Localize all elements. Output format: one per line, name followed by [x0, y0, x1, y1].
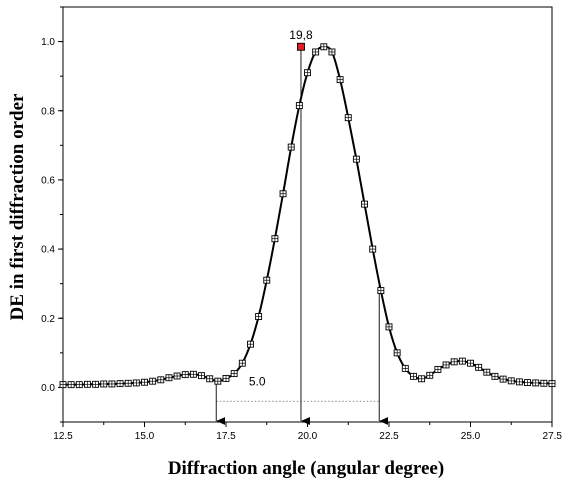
x-tick-label: 12.5	[53, 431, 73, 442]
data-point	[279, 190, 287, 198]
data-point	[361, 200, 368, 208]
data-point	[230, 370, 238, 378]
data-point	[222, 374, 230, 382]
data-point	[287, 143, 295, 151]
data-point	[206, 375, 214, 383]
data-point	[132, 379, 140, 387]
data-point	[328, 48, 336, 56]
x-tick-label: 22.5	[379, 431, 399, 442]
series-layer	[63, 45, 553, 386]
data-point	[507, 377, 515, 385]
data-point	[369, 245, 377, 253]
y-axis-ticks: 0.0 0.2 0.4 0.6 0.8 1.0	[41, 6, 63, 423]
data-point	[344, 114, 352, 122]
y-tick-label: 0.8	[41, 106, 55, 117]
data-point	[141, 378, 148, 386]
data-point	[385, 323, 393, 331]
data-point	[181, 371, 189, 379]
data-point	[75, 381, 83, 389]
data-point	[491, 372, 499, 380]
data-point	[532, 379, 540, 387]
data-point	[198, 372, 206, 380]
x-tick-label: 15.0	[135, 431, 155, 442]
annotations	[215, 46, 389, 425]
x-axis-ticks: 12.5 15.0 17.5 20.0 22.5 25.0 27.5	[53, 422, 562, 442]
data-point	[401, 364, 409, 372]
data-point	[548, 380, 556, 388]
y-tick-label: 1.0	[41, 37, 55, 48]
x-tick-label: 27.5	[543, 431, 563, 442]
plot-frame	[62, 6, 553, 423]
data-point	[214, 377, 222, 385]
data-point	[124, 379, 132, 387]
peak-label: 19,8	[289, 28, 313, 42]
data-point	[515, 378, 523, 386]
data-point	[100, 380, 108, 388]
x-tick-label: 25.0	[461, 431, 481, 442]
y-tick-label: 0.4	[41, 245, 55, 256]
data-point	[410, 372, 417, 380]
data-point	[255, 313, 263, 320]
y-tick-label: 0.2	[41, 314, 55, 325]
x-tick-label: 20.0	[298, 431, 318, 442]
data-point	[59, 381, 67, 389]
data-point	[499, 375, 507, 383]
data-point	[108, 380, 116, 388]
data-point	[92, 380, 100, 388]
data-point	[67, 381, 75, 389]
data-point	[320, 43, 328, 51]
y-tick-label: 0.0	[41, 383, 55, 394]
data-point	[189, 370, 197, 378]
y-tick-label: 0.6	[41, 175, 55, 186]
x-tick-label: 17.5	[216, 431, 236, 442]
data-point	[271, 235, 279, 243]
peak-point	[297, 42, 305, 51]
data-point	[246, 340, 254, 348]
data-point	[116, 380, 124, 388]
width-label: 5.0	[249, 374, 266, 388]
data-point	[426, 371, 434, 379]
data-point	[450, 358, 458, 366]
data-point	[434, 365, 442, 373]
data-point	[524, 379, 531, 387]
x-axis-label: Diffraction angle (angular degree)	[168, 458, 444, 479]
data-point	[263, 276, 271, 284]
data-point	[475, 363, 483, 371]
data-point	[393, 349, 401, 357]
data-point	[483, 368, 491, 376]
marker-layer	[59, 42, 556, 389]
data-point	[458, 357, 466, 365]
data-point	[157, 376, 165, 384]
data-point	[83, 380, 91, 388]
data-point	[173, 372, 181, 380]
de-curve	[63, 45, 553, 386]
data-point	[238, 359, 246, 367]
data-point	[352, 155, 360, 163]
data-point	[418, 375, 426, 383]
y-axis-label: DE in first diffraction order	[7, 93, 28, 320]
data-point	[442, 361, 450, 369]
data-point	[295, 102, 303, 110]
plot-border	[62, 6, 553, 423]
data-point	[149, 377, 157, 385]
data-point	[165, 374, 173, 382]
data-point	[312, 48, 320, 56]
data-point	[467, 359, 474, 367]
data-point	[377, 287, 385, 295]
data-point	[304, 69, 311, 77]
data-point	[336, 76, 344, 84]
data-point	[540, 379, 548, 387]
